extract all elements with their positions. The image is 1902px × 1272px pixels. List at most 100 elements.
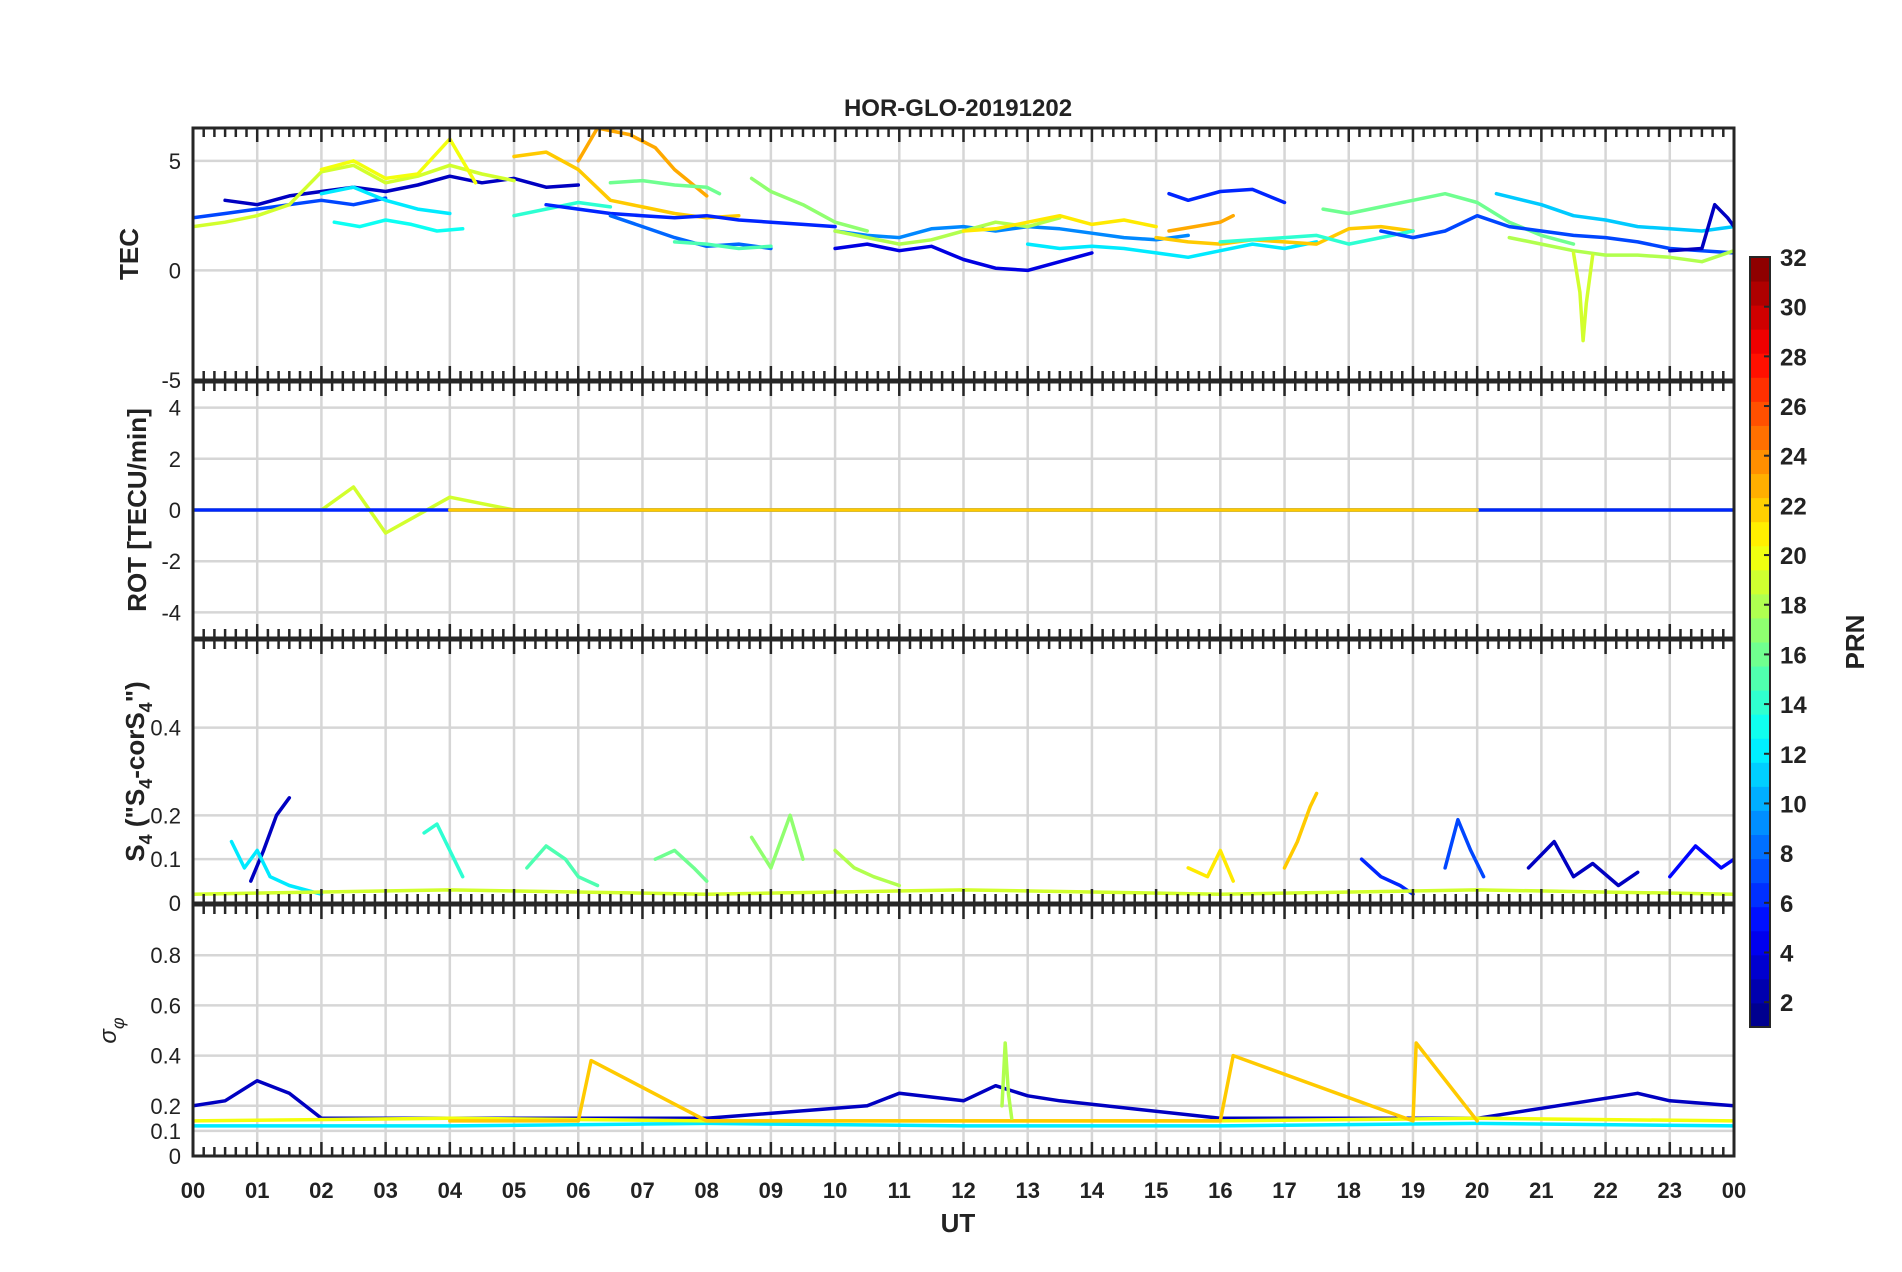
x-tick-label: 17 <box>1272 1178 1296 1203</box>
panel-tec-series-prn-11 <box>1494 191 1734 233</box>
colorbar-swatch <box>1750 954 1770 980</box>
x-tick-label: 21 <box>1529 1178 1553 1203</box>
panel-s4-series-prn-18 <box>833 848 902 888</box>
x-tick-label: 16 <box>1208 1178 1232 1203</box>
ylabel-part: -corS <box>120 712 150 778</box>
panel-tec-series-prn-18 <box>1507 235 1734 264</box>
colorbar-swatch <box>1750 497 1770 523</box>
panel-tec-series-prn-16 <box>608 178 722 196</box>
colorbar-swatch <box>1750 353 1770 378</box>
panel-tec-series-prn-14 <box>1218 229 1415 246</box>
x-tick-label: 00 <box>181 1178 205 1203</box>
panel-rot-ylabel: ROT [TECU/min] <box>122 408 152 612</box>
panel-sigma-series <box>193 1041 1734 1128</box>
panel-tec-series-prn-6 <box>1167 187 1287 205</box>
colorbar-swatch <box>1750 738 1770 763</box>
panel-s4-series-prn-7 <box>1443 817 1486 879</box>
panel-s4-series-prn-14 <box>422 822 465 879</box>
panel-tec-series-prn-12 <box>319 185 452 216</box>
panel-tec-series-prn-6 <box>544 202 837 229</box>
panel-sigma-ylabel: σφ <box>95 1017 128 1043</box>
panel-s4-ytick-label: 0.1 <box>150 847 181 872</box>
panel-tec-series-prn-23 <box>1167 213 1235 233</box>
panel-tec-series-prn-13 <box>332 218 465 233</box>
x-axis: 00 01 02 03 04 05 06 07 08 09 10 11 12 13 14 15 16 17 18 19… <box>181 1178 1746 1203</box>
colorbar-swatch <box>1750 930 1770 956</box>
x-tick-label: 13 <box>1015 1178 1039 1203</box>
x-tick-label: 20 <box>1465 1178 1489 1203</box>
panel-sigma-series-prn-22 <box>448 1041 1479 1123</box>
ylabel-phi: φ <box>108 1017 128 1029</box>
x-tick-label: 12 <box>951 1178 975 1203</box>
colorbar-swatch <box>1750 545 1770 571</box>
x-tick-label: 03 <box>373 1178 397 1203</box>
panel-tec-series-prn-3 <box>223 174 581 207</box>
colorbar-swatch <box>1750 978 1770 1004</box>
colorbar-tick-label: 2 <box>1780 990 1793 1017</box>
panel-tec-ytick-label: 0 <box>169 258 181 283</box>
panel-s4-series-prn-3 <box>1526 839 1640 888</box>
panel-tec-series-prn-4 <box>833 242 1094 273</box>
colorbar-swatch <box>1750 858 1770 884</box>
ylabel-sigma: σ <box>95 1028 122 1044</box>
colorbar-swatch <box>1750 690 1770 715</box>
colorbar-tick-label: 24 <box>1780 444 1807 471</box>
colorbar-tick-label: 6 <box>1780 891 1793 918</box>
panel-sigma-ytick-label: 0 <box>169 1144 181 1169</box>
panel-tec-ylabel: TEC <box>114 228 144 280</box>
x-tick-label: 07 <box>630 1178 654 1203</box>
colorbar-swatch <box>1750 617 1770 643</box>
chart-title: HOR-GLO-20191202 <box>844 95 1072 122</box>
panel-tec-series-prn-3 <box>1668 202 1734 253</box>
panel-sigma-ytick-label: 0.1 <box>150 1119 181 1144</box>
x-tick-label: 19 <box>1401 1178 1425 1203</box>
x-tick-label: 06 <box>566 1178 590 1203</box>
panel-rot-ytick-label: 2 <box>169 447 181 472</box>
colorbar-tick-label: 16 <box>1780 642 1807 669</box>
panel-tec-series-prn-9 <box>833 224 1190 242</box>
colorbar-frame <box>1749 256 1771 1028</box>
panel-tec-series-prn-19 <box>1571 251 1595 343</box>
x-tick-label: 22 <box>1593 1178 1617 1203</box>
panel-s4-series-prn-3 <box>249 796 292 883</box>
colorbar-tick-label: 18 <box>1780 593 1807 620</box>
colorbar-swatch <box>1750 593 1770 619</box>
panel-tec-series-prn-21 <box>961 213 1158 233</box>
colorbar-swatch <box>1750 281 1770 306</box>
colorbar-swatch <box>1750 714 1770 739</box>
panel-sigma-ytick-label: 0.6 <box>150 993 181 1018</box>
panel-s4-ytick-label: 0 <box>169 891 181 916</box>
panel-s4: 00.10.20.4S4 ("S4-corS4") <box>120 638 1736 916</box>
panel-s4-ylabel: S4 ("S4-corS4") <box>120 681 156 861</box>
panel-rot-series <box>193 485 1734 535</box>
panel-sigma-series-prn-18 <box>1000 1041 1014 1121</box>
panel-s4-series-prn-21 <box>1186 848 1235 883</box>
colorbar-tick-label: 14 <box>1780 692 1807 719</box>
panel-s4-series-prn-22 <box>1282 791 1319 870</box>
ylabel-part: S <box>120 844 150 861</box>
colorbar-swatch <box>1750 882 1770 908</box>
ylabel-part: 4 <box>136 834 156 844</box>
x-tick-label: 08 <box>694 1178 718 1203</box>
x-tick-label: 10 <box>823 1178 847 1203</box>
x-tick-label: 05 <box>502 1178 526 1203</box>
colorbar-swatch <box>1750 377 1770 402</box>
panel-tec-ytick-label: 5 <box>169 149 181 174</box>
panel-tec-series-prn-22 <box>1154 224 1415 246</box>
panel-s4-series-prn-17 <box>749 813 805 870</box>
colorbar-label: PRN <box>1840 615 1870 670</box>
panel-sigma-series-prn-3 <box>193 1078 1734 1121</box>
panel-s4-series-prn-16 <box>653 848 709 883</box>
colorbar-tick-label: 28 <box>1780 344 1807 371</box>
colorbar-tick-label: 12 <box>1780 742 1807 769</box>
ylabel-part: ("S <box>120 789 150 835</box>
panel-sigma-series-prn-12 <box>193 1121 1734 1128</box>
x-tick-label: 23 <box>1658 1178 1682 1203</box>
panel-rot-ytick-label: 4 <box>169 396 181 421</box>
colorbar-swatch <box>1750 473 1770 499</box>
colorbar-swatch <box>1750 329 1770 354</box>
colorbar-tick-label: 4 <box>1780 940 1794 967</box>
ylabel-part: 4 <box>136 779 156 789</box>
panel-tec-series-prn-18 <box>833 216 1062 246</box>
